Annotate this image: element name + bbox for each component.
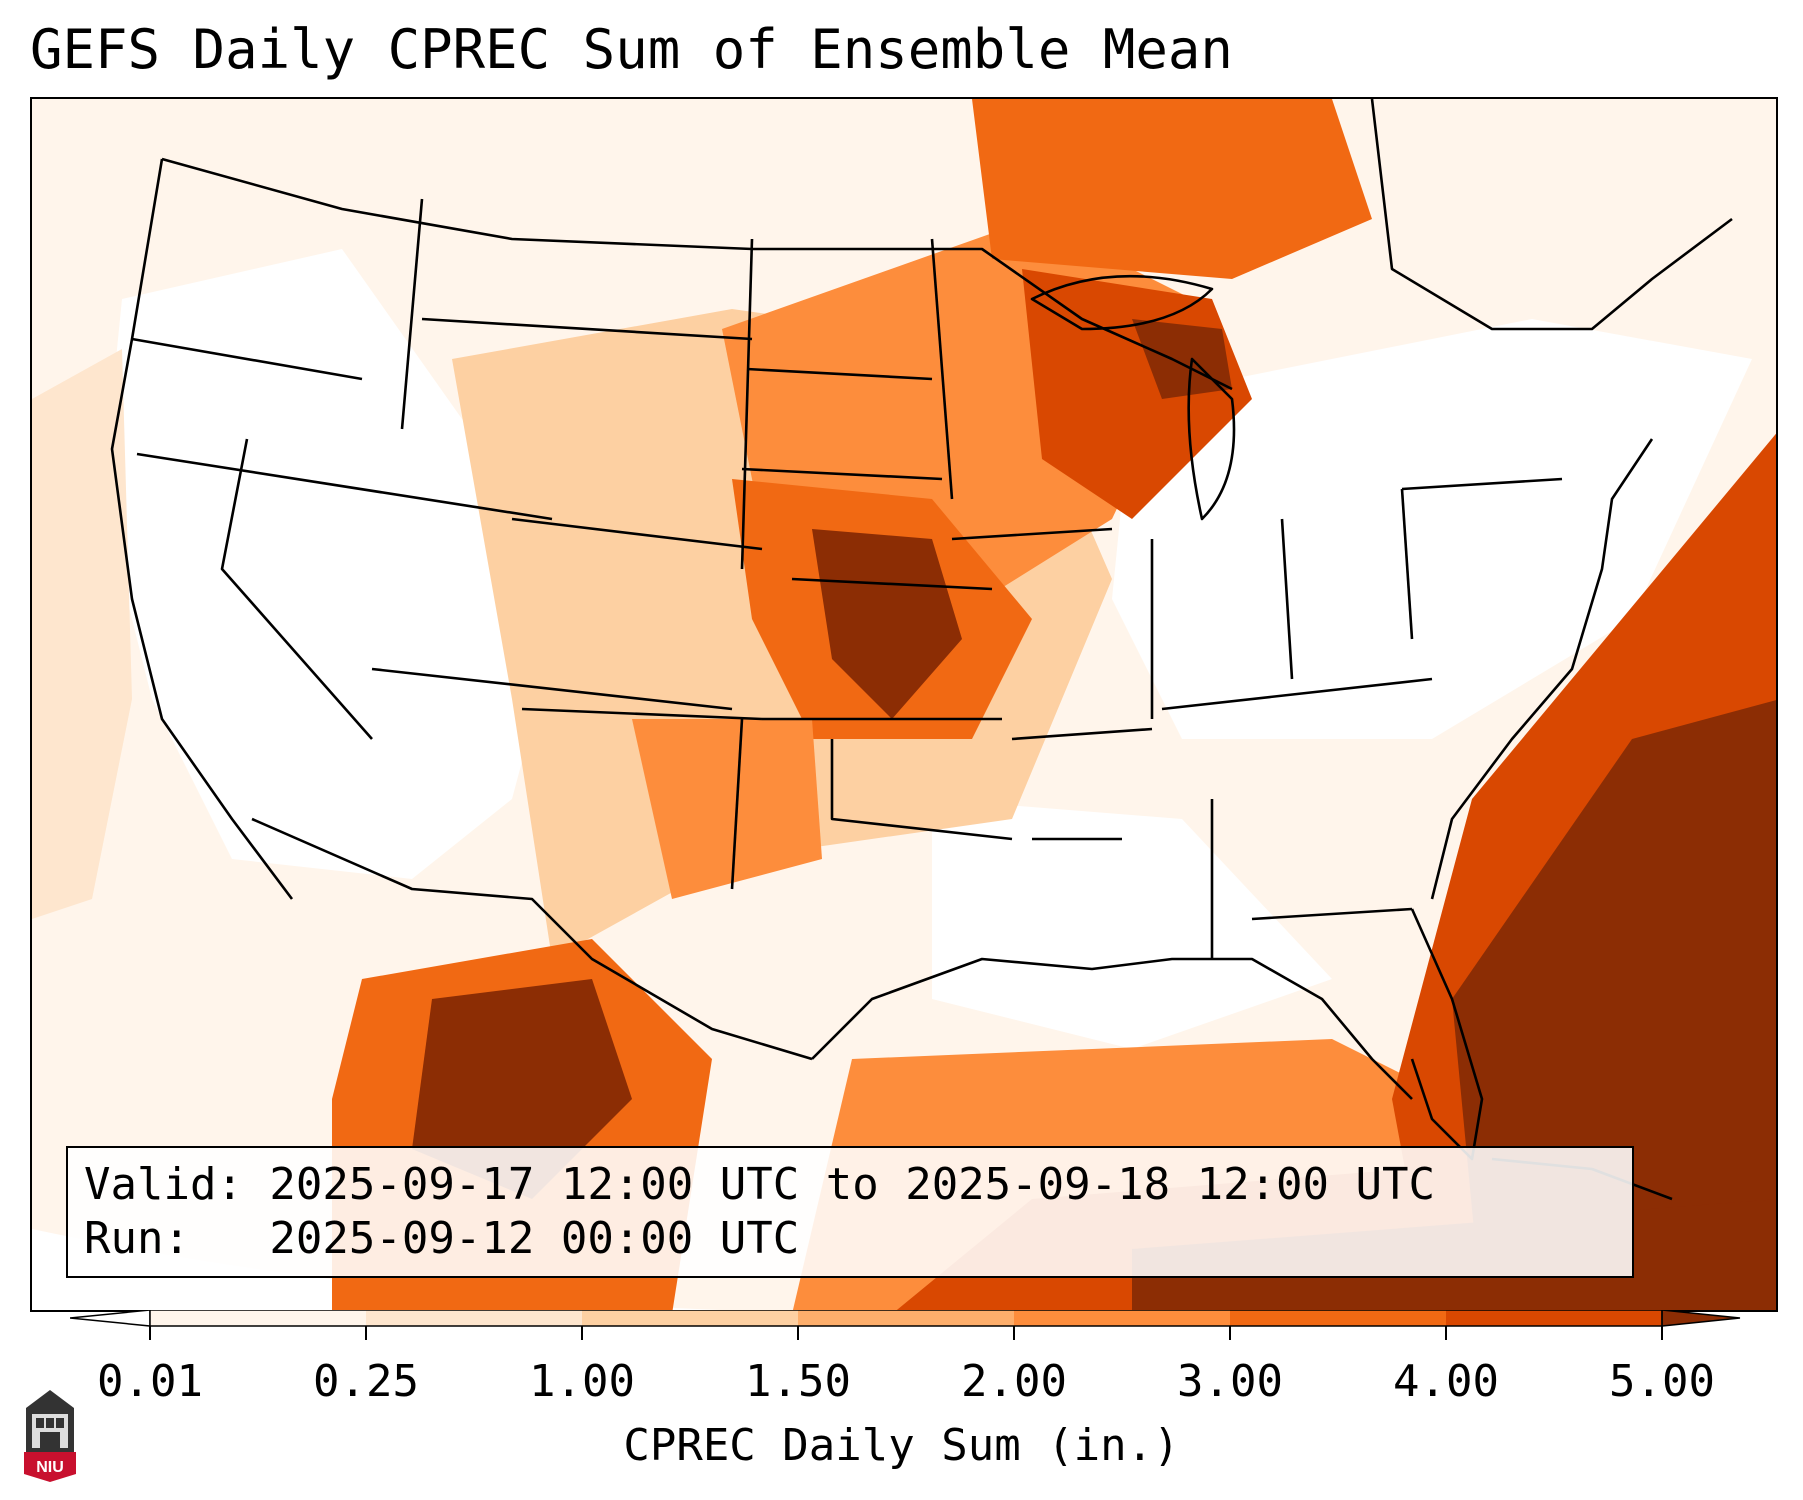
- new-mexico-mid: [632, 719, 822, 899]
- colorbar-bin-3: [582, 1310, 798, 1326]
- pacific-light: [32, 349, 132, 919]
- ok-tx: [830, 739, 1013, 841]
- oh-pa: [1400, 488, 1414, 640]
- nd-sd: [746, 367, 933, 381]
- florida: [1410, 908, 1484, 1161]
- mt-wy: [421, 317, 753, 341]
- east-dry-region: [1112, 319, 1752, 739]
- tn-ky: [1161, 677, 1433, 711]
- wy-co: [511, 517, 763, 551]
- mt-nd: [740, 238, 754, 570]
- mo-ar: [1011, 727, 1153, 741]
- or-wa: [131, 337, 363, 381]
- colorbar-bin-4: [798, 1310, 1014, 1326]
- colorbar-bin-1: [150, 1310, 366, 1326]
- great-lakes-max: [1132, 319, 1232, 399]
- map-title: GEFS Daily CPREC Sum of Ensemble Mean: [30, 18, 1233, 81]
- colorbar-outline: [149, 1310, 1663, 1327]
- colorbar-low-extension: [70, 1310, 151, 1327]
- colorbar-high-extension: [1661, 1310, 1741, 1327]
- west-dry-region: [102, 249, 592, 879]
- tick-label: 5.00: [1609, 1356, 1715, 1407]
- nebraska-max: [812, 529, 962, 719]
- mexico-border: [251, 817, 813, 1061]
- mexico-west-max: [412, 979, 632, 1199]
- mn-wi: [930, 238, 954, 500]
- tick-label: 1.50: [745, 1356, 851, 1407]
- ny-pa: [1401, 477, 1563, 491]
- canada-north-mid: [972, 99, 1372, 279]
- ia-mo: [951, 527, 1113, 541]
- tick-label: 0.25: [313, 1356, 419, 1407]
- lake-michigan: [1187, 357, 1236, 521]
- ne-ks: [791, 577, 993, 591]
- id-wy: [400, 198, 424, 430]
- nm-tx: [730, 718, 744, 890]
- atlantic-coast: [1430, 438, 1654, 900]
- colorbar-bin-2: [366, 1310, 582, 1326]
- colorbar: [70, 1310, 1741, 1340]
- state-borders: [110, 99, 1733, 1201]
- us-east-canada-border: [1370, 99, 1733, 331]
- tick-label: 4.00: [1393, 1356, 1499, 1407]
- south-dry-region: [932, 799, 1332, 1049]
- in-oh: [1280, 518, 1294, 680]
- tick-label: 1.00: [529, 1356, 635, 1407]
- valid-time-line: Valid: 2025-09-17 12:00 UTC to 2025-09-1…: [84, 1159, 1436, 1210]
- precipitation-map: [30, 97, 1778, 1312]
- colorbar-bin-7: [1446, 1310, 1662, 1326]
- logo-text: NIU: [36, 1459, 64, 1476]
- gulf-coast: [811, 957, 1413, 1100]
- niu-logo: NIU: [24, 1390, 76, 1482]
- lower-left-void: [32, 1229, 721, 1310]
- colorbar-label: CPREC Daily Sum (in.): [623, 1420, 1180, 1471]
- ca-or: [136, 452, 553, 521]
- sd-ne: [741, 467, 943, 481]
- lake-superior: [1030, 274, 1214, 331]
- colorbar-ticks: [149, 1326, 1663, 1340]
- validity-info-box: Valid: 2025-09-17 12:00 UTC to 2025-09-1…: [66, 1146, 1634, 1278]
- run-time-line: Run: 2025-09-12 00:00 UTC: [84, 1213, 800, 1264]
- colorbar-bin-5: [1014, 1310, 1230, 1326]
- us-canada-border: [161, 157, 1233, 391]
- ga-fl: [1251, 907, 1413, 921]
- tick-label: 0.01: [97, 1356, 203, 1407]
- tick-label: 2.00: [961, 1356, 1067, 1407]
- co-nm: [521, 707, 763, 721]
- colorbar-bin-6: [1230, 1310, 1446, 1326]
- ut-az: [371, 667, 733, 711]
- tick-label: 3.00: [1177, 1356, 1283, 1407]
- nv-ca: [220, 438, 373, 740]
